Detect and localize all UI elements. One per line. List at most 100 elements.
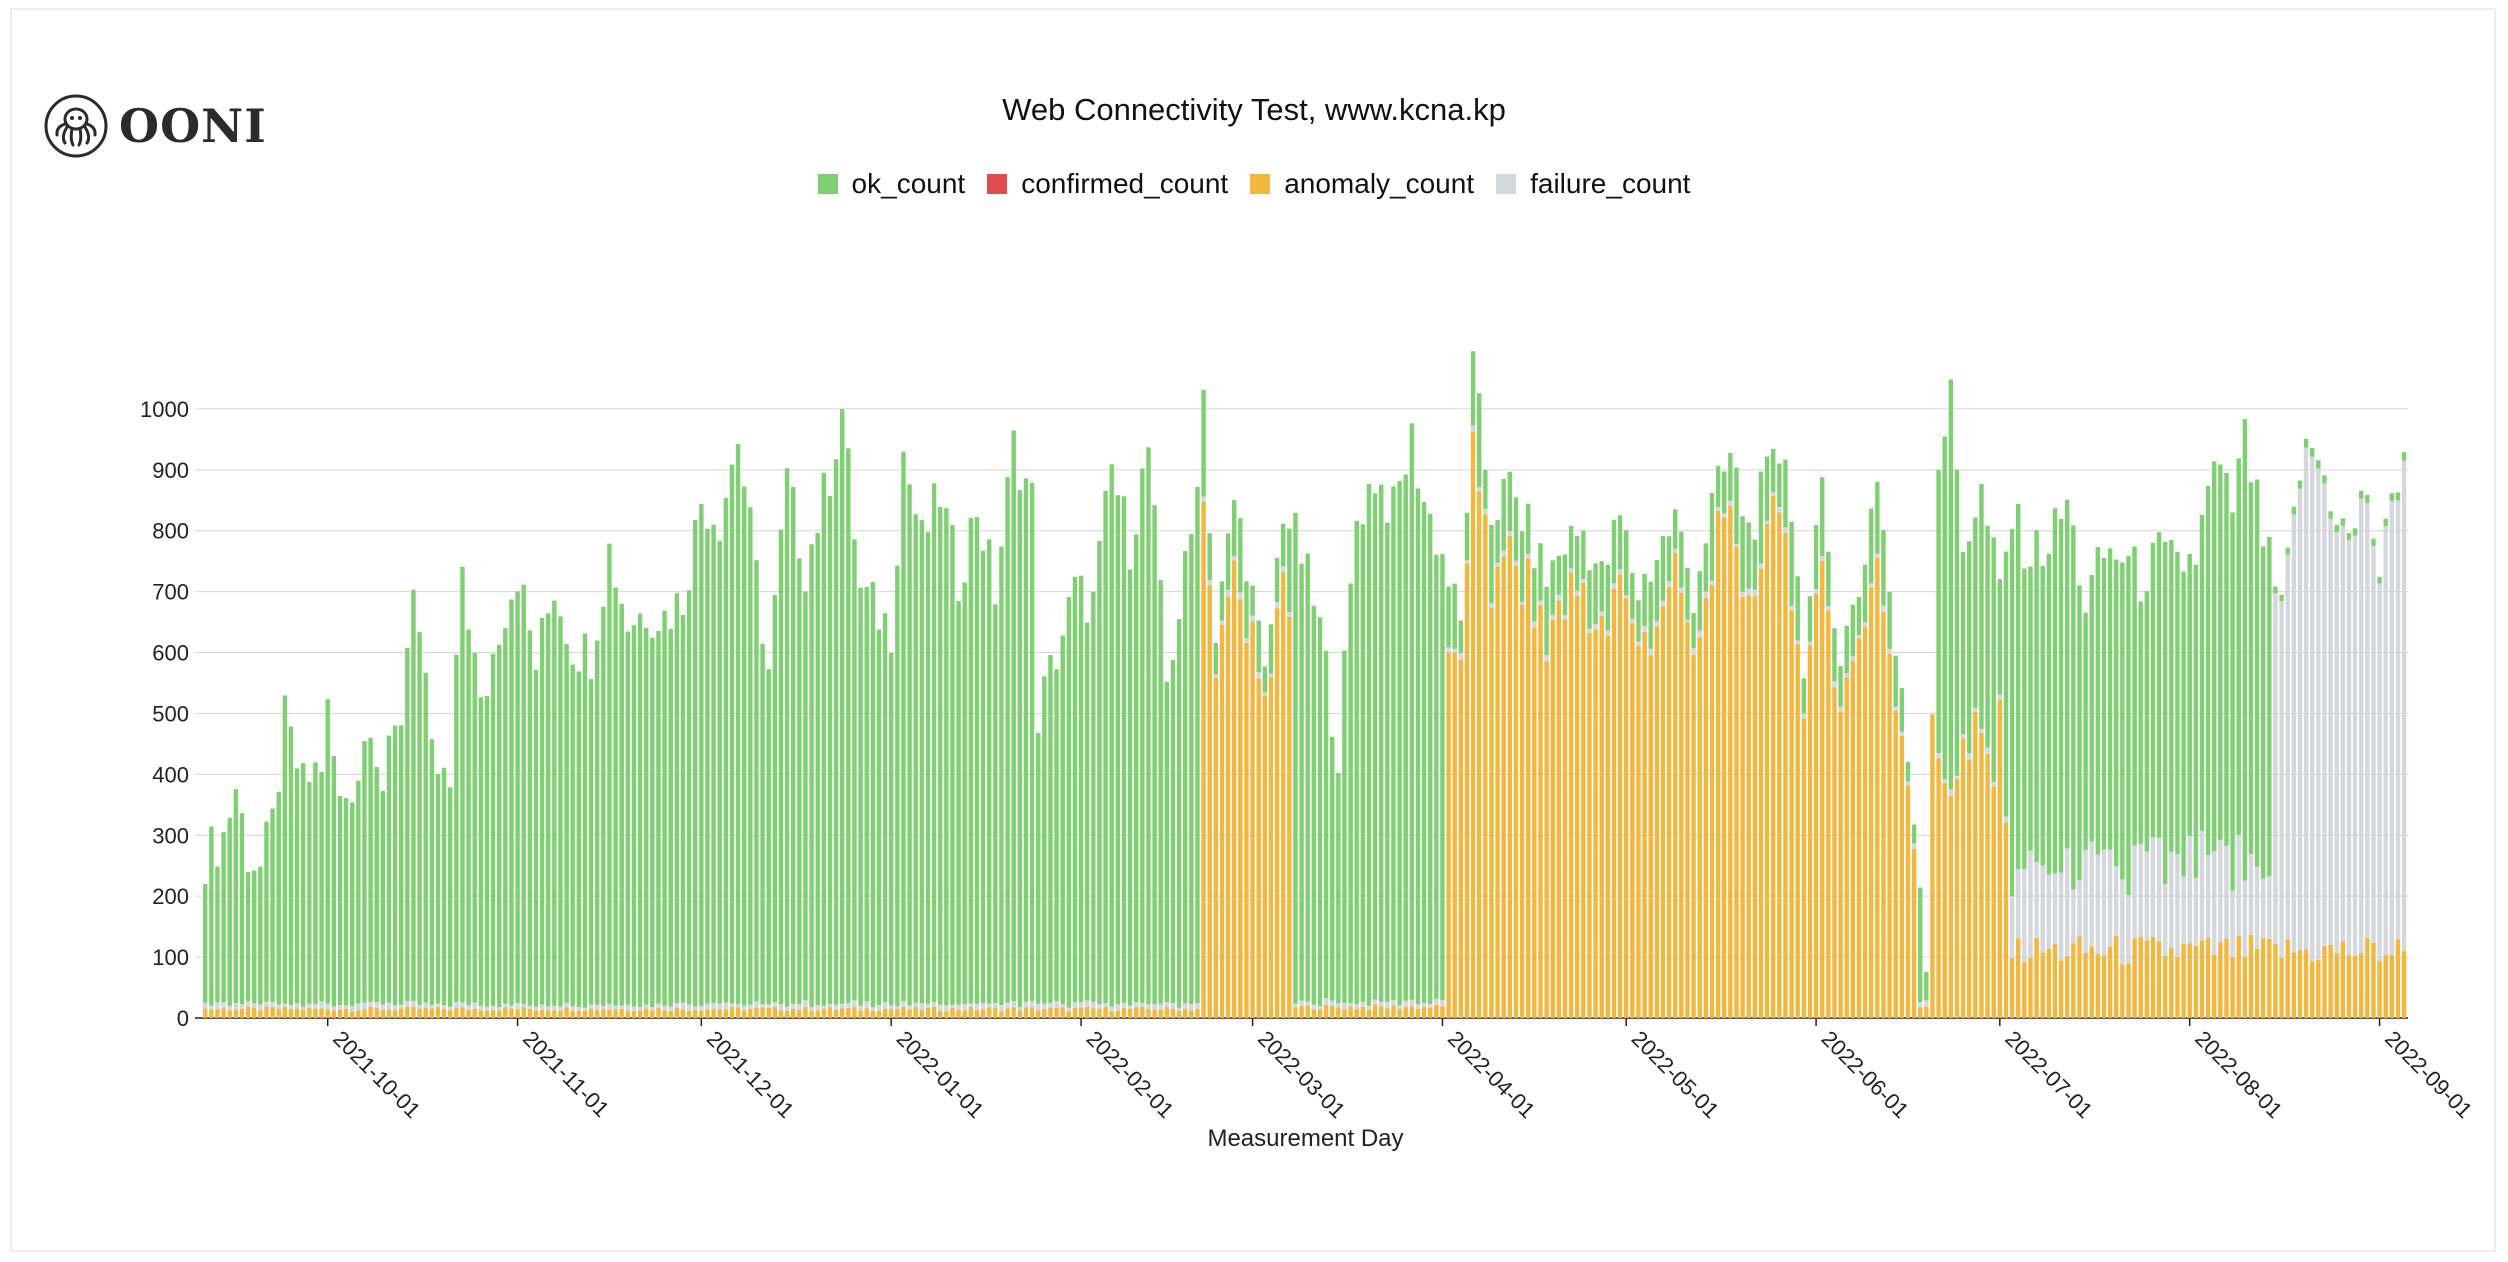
bar-anomaly-count bbox=[1256, 678, 1261, 1018]
bar-failure-count bbox=[2083, 849, 2088, 953]
bar-ok-count bbox=[1446, 586, 1451, 648]
bar-failure-count bbox=[895, 1006, 900, 1010]
bar-anomaly-count bbox=[827, 1007, 833, 1018]
bar-ok-count bbox=[1109, 464, 1114, 1007]
bar-anomaly-count bbox=[1954, 778, 1960, 1018]
bar-anomaly-count bbox=[2065, 956, 2070, 1018]
legend-item-ok-count[interactable]: ok_count bbox=[817, 168, 965, 200]
bar-ok-count bbox=[748, 507, 753, 1005]
bar-failure-count bbox=[1538, 600, 1543, 606]
bar-ok-count bbox=[2291, 506, 2297, 515]
bar-anomaly-count bbox=[833, 1009, 839, 1018]
bar-failure-count bbox=[1820, 556, 1825, 561]
bar-anomaly-count bbox=[386, 1009, 392, 1018]
bar-failure-count bbox=[2389, 501, 2395, 955]
bar-failure-count bbox=[791, 1003, 796, 1009]
bar-failure-count bbox=[2150, 837, 2156, 937]
bar-failure-count bbox=[1189, 1004, 1194, 1011]
bar-failure-count bbox=[2193, 877, 2199, 946]
bar-failure-count bbox=[368, 1001, 373, 1007]
bar-ok-count bbox=[2144, 591, 2150, 852]
bar-failure-count bbox=[2138, 843, 2143, 937]
bar-ok-count bbox=[876, 629, 882, 1006]
bar-anomaly-count bbox=[1379, 1006, 1384, 1018]
bar-ok-count bbox=[1366, 484, 1372, 1006]
bar-anomaly-count bbox=[1421, 1006, 1427, 1018]
legend-item-failure-count[interactable]: failure_count bbox=[1496, 168, 1690, 200]
bar-ok-count bbox=[2212, 461, 2217, 852]
chart-legend: ok_count confirmed_count anomaly_count f… bbox=[0, 168, 2508, 200]
bar-ok-count bbox=[405, 647, 410, 1002]
bar-failure-count bbox=[662, 1005, 667, 1011]
bar-anomaly-count bbox=[209, 1009, 214, 1018]
bar-failure-count bbox=[1409, 999, 1415, 1007]
bar-anomaly-count bbox=[2401, 951, 2407, 1018]
bar-ok-count bbox=[1820, 477, 1825, 557]
bar-anomaly-count bbox=[362, 1009, 367, 1018]
bar-anomaly-count bbox=[1170, 1008, 1176, 1018]
bar-failure-count bbox=[1973, 707, 1978, 712]
bar-ok-count bbox=[717, 540, 722, 1004]
bar-failure-count bbox=[2383, 526, 2388, 956]
x-tick-label: 2022-05-01 bbox=[1627, 1026, 1724, 1123]
bar-ok-count bbox=[1740, 516, 1745, 592]
bar-ok-count bbox=[288, 726, 294, 1005]
bar-ok-count bbox=[221, 832, 226, 1003]
bar-ok-count bbox=[1519, 531, 1525, 602]
bar-ok-count bbox=[1905, 761, 1911, 782]
bar-anomaly-count bbox=[1587, 633, 1592, 1018]
bar-ok-count bbox=[931, 483, 937, 1003]
bar-failure-count bbox=[2218, 840, 2223, 943]
bar-anomaly-count bbox=[1973, 711, 1978, 1018]
bar-anomaly-count bbox=[2285, 939, 2290, 1018]
bar-anomaly-count bbox=[821, 1008, 827, 1018]
legend-item-confirmed-count[interactable]: confirmed_count bbox=[987, 168, 1228, 200]
bar-ok-count bbox=[1813, 525, 1819, 590]
bar-failure-count bbox=[374, 1001, 379, 1008]
bar-ok-count bbox=[1140, 468, 1145, 1004]
bar-failure-count bbox=[1593, 624, 1598, 630]
bar-anomaly-count bbox=[1183, 1008, 1188, 1018]
bar-failure-count bbox=[221, 1002, 226, 1009]
bar-ok-count bbox=[1617, 515, 1623, 570]
y-tick-label: 1000 bbox=[140, 397, 189, 422]
bar-anomaly-count bbox=[1372, 1004, 1378, 1018]
bar-failure-count bbox=[270, 1001, 275, 1008]
bar-failure-count bbox=[1066, 1007, 1072, 1011]
bar-failure-count bbox=[1250, 615, 1255, 622]
bar-anomaly-count bbox=[1532, 627, 1537, 1018]
bar-ok-count bbox=[1691, 612, 1696, 649]
bar-failure-count bbox=[944, 1005, 949, 1012]
bar-anomaly-count bbox=[2279, 957, 2284, 1018]
bar-ok-count bbox=[1458, 620, 1464, 653]
bar-failure-count bbox=[1330, 1000, 1335, 1006]
legend-swatch-anomaly-count bbox=[1250, 174, 1271, 194]
bar-ok-count bbox=[2046, 553, 2052, 875]
bar-anomaly-count bbox=[1562, 619, 1568, 1018]
y-tick-label: 800 bbox=[152, 519, 189, 544]
bar-anomaly-count bbox=[1189, 1010, 1194, 1018]
bar-anomaly-count bbox=[601, 1009, 606, 1018]
bar-anomaly-count bbox=[1642, 631, 1647, 1018]
bar-anomaly-count bbox=[2352, 955, 2358, 1018]
bar-failure-count bbox=[613, 1005, 618, 1010]
bar-ok-count bbox=[1568, 525, 1574, 569]
bar-failure-count bbox=[1060, 1004, 1065, 1008]
bar-failure-count bbox=[1513, 560, 1519, 566]
bar-failure-count bbox=[429, 1004, 435, 1009]
bar-ok-count bbox=[1807, 596, 1813, 642]
bar-failure-count bbox=[919, 1003, 925, 1010]
bar-failure-count bbox=[1850, 656, 1856, 661]
bar-failure-count bbox=[962, 1004, 967, 1011]
bar-failure-count bbox=[1342, 1003, 1347, 1010]
bar-anomaly-count bbox=[1244, 642, 1249, 1018]
bar-anomaly-count bbox=[686, 1010, 692, 1018]
bar-anomaly-count bbox=[1838, 711, 1843, 1018]
bar-anomaly-count bbox=[1464, 563, 1470, 1018]
bar-ok-count bbox=[374, 767, 379, 1002]
legend-item-anomaly-count[interactable]: anomaly_count bbox=[1250, 168, 1474, 200]
bar-failure-count bbox=[1771, 492, 1776, 497]
bar-failure-count bbox=[1109, 1006, 1114, 1012]
bar-anomaly-count bbox=[1593, 629, 1598, 1018]
bar-ok-count bbox=[1942, 436, 1947, 780]
